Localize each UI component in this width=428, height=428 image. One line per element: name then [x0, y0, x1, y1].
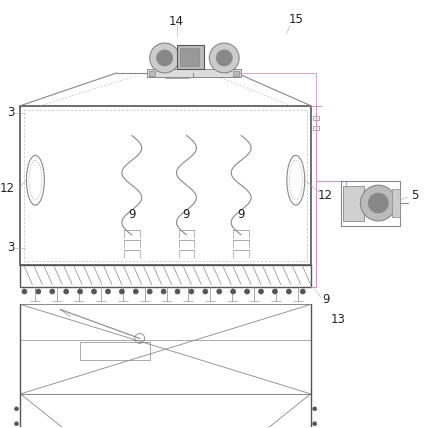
- Circle shape: [119, 289, 125, 294]
- Text: 3: 3: [7, 106, 14, 119]
- Text: 9: 9: [128, 208, 136, 222]
- Circle shape: [360, 185, 396, 221]
- Bar: [313, 125, 319, 130]
- Circle shape: [216, 50, 232, 66]
- Circle shape: [15, 407, 18, 411]
- Bar: [149, 71, 155, 76]
- Bar: [147, 69, 241, 77]
- Circle shape: [313, 422, 317, 426]
- Bar: [80, 342, 150, 360]
- Circle shape: [273, 289, 277, 294]
- Circle shape: [147, 289, 152, 294]
- Circle shape: [50, 289, 55, 294]
- Circle shape: [313, 407, 317, 411]
- Circle shape: [203, 289, 208, 294]
- Text: 13: 13: [331, 313, 346, 326]
- Circle shape: [77, 289, 83, 294]
- Circle shape: [161, 289, 166, 294]
- Circle shape: [245, 289, 250, 294]
- Text: 15: 15: [288, 13, 303, 26]
- Text: 14: 14: [169, 15, 184, 28]
- Bar: [24, 110, 307, 261]
- Circle shape: [150, 43, 179, 73]
- Text: 12: 12: [0, 181, 15, 195]
- Bar: [179, 48, 199, 66]
- Circle shape: [133, 289, 138, 294]
- Text: 3: 3: [7, 241, 14, 254]
- Bar: [21, 304, 311, 394]
- Text: 9: 9: [183, 208, 190, 222]
- Text: 9: 9: [238, 208, 245, 222]
- Bar: [165, 70, 190, 78]
- Circle shape: [369, 193, 388, 213]
- Circle shape: [92, 289, 96, 294]
- Bar: [341, 181, 400, 226]
- Circle shape: [286, 289, 291, 294]
- Circle shape: [36, 289, 41, 294]
- Circle shape: [231, 289, 236, 294]
- Circle shape: [189, 289, 194, 294]
- Circle shape: [259, 289, 264, 294]
- Text: 5: 5: [411, 189, 419, 202]
- Circle shape: [175, 289, 180, 294]
- Circle shape: [22, 289, 27, 294]
- Circle shape: [157, 50, 172, 66]
- Circle shape: [300, 289, 305, 294]
- Bar: [392, 189, 400, 217]
- Bar: [21, 106, 311, 265]
- Circle shape: [209, 43, 239, 73]
- Text: 12: 12: [318, 189, 333, 202]
- Circle shape: [105, 289, 110, 294]
- Text: 9: 9: [322, 293, 330, 306]
- Circle shape: [217, 289, 222, 294]
- Bar: [342, 186, 364, 221]
- Circle shape: [64, 289, 68, 294]
- Bar: [176, 45, 204, 69]
- Bar: [21, 265, 311, 287]
- Bar: [233, 71, 239, 76]
- Circle shape: [15, 422, 18, 426]
- Bar: [313, 116, 319, 119]
